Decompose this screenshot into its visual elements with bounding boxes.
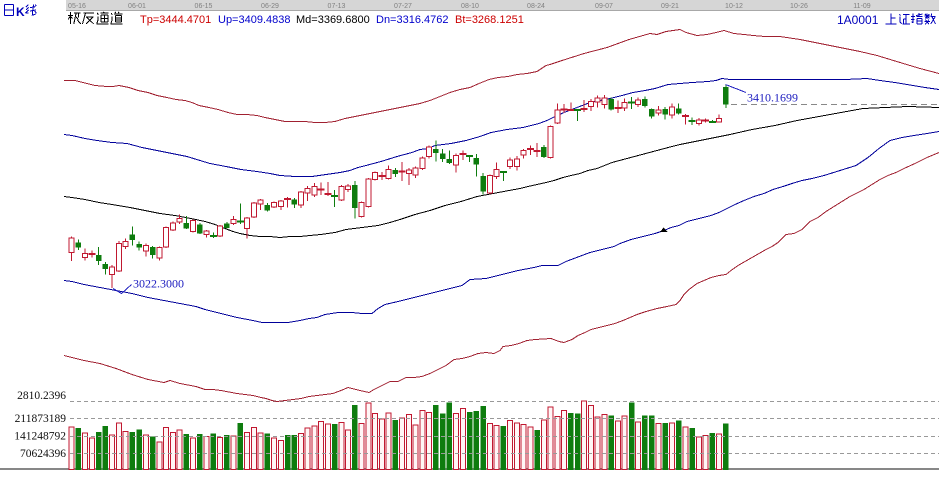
svg-text:141248792: 141248792	[14, 430, 66, 442]
svg-text:05-16: 05-16	[68, 3, 86, 10]
svg-text:3022.3000: 3022.3000	[133, 277, 184, 291]
svg-text:211873189: 211873189	[15, 413, 67, 425]
svg-text:06-29: 06-29	[261, 3, 279, 10]
svg-text:K: K	[16, 5, 25, 19]
svg-text:07-27: 07-27	[394, 3, 412, 10]
svg-text:10-26: 10-26	[790, 3, 808, 10]
svg-text:08-24: 08-24	[527, 3, 545, 10]
svg-text:Bt=3268.1251: Bt=3268.1251	[455, 14, 524, 26]
svg-text:Tp=3444.4701: Tp=3444.4701	[140, 14, 211, 26]
svg-text:3410.1699: 3410.1699	[747, 91, 798, 105]
svg-text:11-09: 11-09	[853, 3, 870, 10]
svg-text:08-10: 08-10	[461, 3, 479, 10]
svg-text:1A0001: 1A0001	[837, 13, 879, 27]
svg-text:10-12: 10-12	[725, 3, 743, 10]
svg-text:70624396: 70624396	[20, 448, 66, 460]
svg-text:Up=3409.4838: Up=3409.4838	[218, 14, 290, 26]
svg-text:Md=3369.6800: Md=3369.6800	[296, 14, 370, 26]
svg-text:2810.2396: 2810.2396	[17, 390, 66, 402]
svg-text:09-21: 09-21	[661, 3, 679, 10]
svg-text:07-13: 07-13	[328, 3, 346, 10]
svg-text:06-01: 06-01	[128, 3, 146, 10]
svg-text:09-07: 09-07	[595, 3, 613, 10]
svg-text:Dn=3316.4762: Dn=3316.4762	[376, 14, 448, 26]
svg-text:06-15: 06-15	[195, 3, 213, 10]
